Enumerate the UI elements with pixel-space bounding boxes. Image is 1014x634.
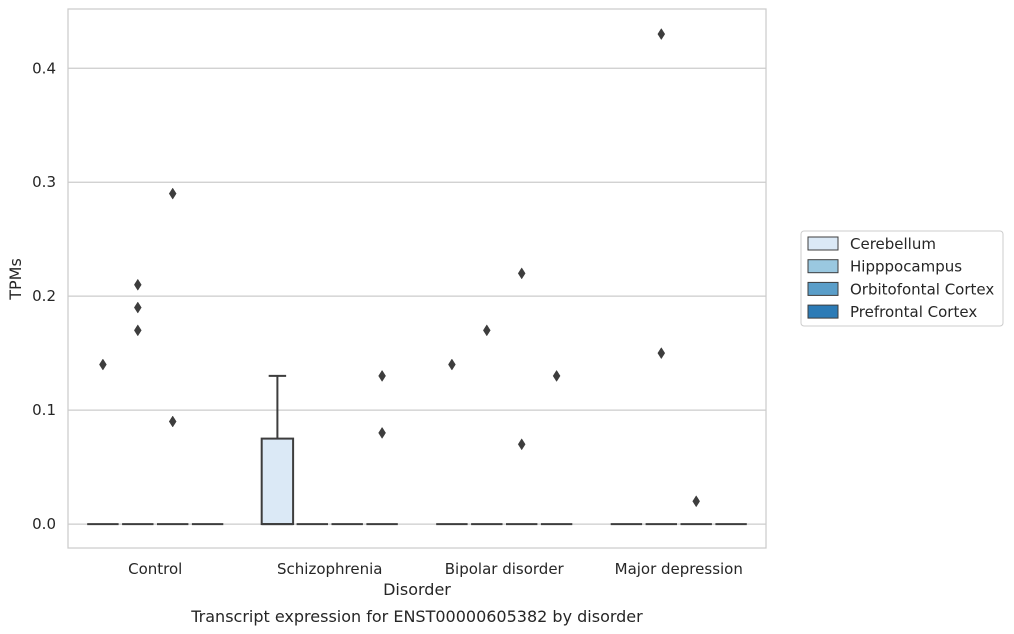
box-group [87,358,119,526]
box-group [436,358,468,526]
outlier-point [692,495,700,508]
outlier-point [517,438,526,451]
outlier-point [168,187,177,200]
box-group [540,369,573,526]
x-axis-label: Disorder [383,580,451,599]
box [260,437,295,526]
box-group [680,495,712,526]
legend-label: Orbitofontal Cortex [850,280,994,298]
box-group [471,324,503,526]
box-group [122,278,154,526]
box-group [260,374,295,526]
legend-swatch [807,236,839,251]
legend-label: Prefrontal Cortex [850,303,977,321]
y-axis-label: TPMs [6,258,25,301]
box-group [645,28,678,526]
x-tick-label: Schizophrenia [277,560,382,578]
outlier-point [99,358,107,371]
grid-lines [68,67,766,525]
legend-swatch [807,304,839,319]
x-tick-label: Control [128,560,182,578]
outlier-point [168,415,177,428]
chart-title: Transcript expression for ENST0000060538… [190,607,643,626]
outlier-point [448,358,456,371]
box-group [156,187,189,526]
y-tick-labels: 0.0 0.1 0.2 0.3 0.4 [32,59,56,533]
legend-swatch [807,259,839,274]
legend: Cerebellum Hipppocampus Orbitofontal Corte… [800,230,1004,327]
outlier-point [517,267,526,280]
box-series [87,28,747,526]
x-tick-label: Major depression [615,560,743,578]
y-tick-label: 0.1 [32,401,56,419]
outlier-point [134,278,142,291]
outlier-point [378,426,386,439]
outlier-point [483,324,491,337]
outlier-point [134,324,142,337]
x-tick-label: Bipolar disorder [445,560,565,578]
box-group [505,267,538,526]
outlier-point [378,369,386,382]
legend-label: Hipppocampus [850,258,962,276]
box-group [366,369,398,526]
legend-label: Cerebellum [850,235,936,253]
legend-frame [800,230,1004,327]
y-tick-label: 0.4 [32,59,56,77]
x-tick-labels: Control Schizophrenia Bipolar disorder Majo… [128,560,743,578]
outlier-point [657,28,666,41]
outlier-point [657,347,666,360]
plot-frame [67,8,767,549]
legend-swatch [807,281,839,296]
y-tick-label: 0.2 [32,287,56,305]
outlier-point [552,369,561,382]
outlier-point [134,301,142,314]
y-tick-label: 0.0 [32,515,56,533]
y-tick-label: 0.3 [32,173,56,191]
